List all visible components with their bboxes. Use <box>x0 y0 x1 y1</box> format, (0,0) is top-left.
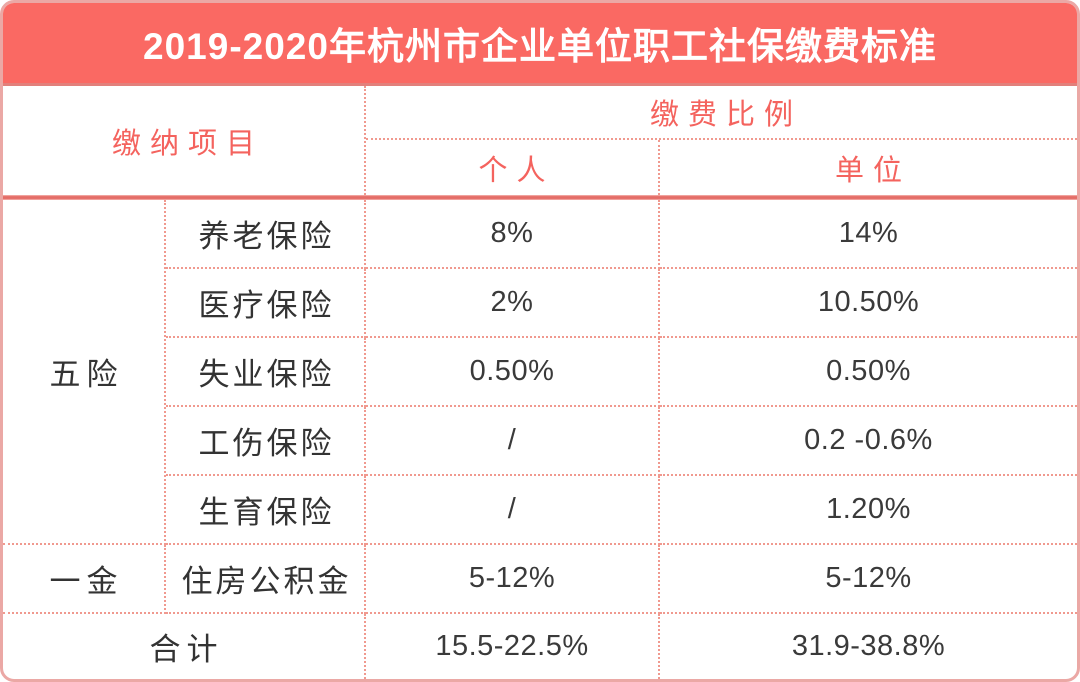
total-row-label: 合计 <box>3 614 366 679</box>
cell-unemployment-employer: 0.50% <box>660 338 1077 407</box>
cell-pension-name: 养老保险 <box>166 200 366 269</box>
cell-housing-fund-employer: 5-12% <box>660 545 1077 614</box>
cell-maternity-employer: 1.20% <box>660 476 1077 545</box>
column-header-personal: 个人 <box>366 140 660 195</box>
group-label-one-fund: 一金 <box>3 545 166 614</box>
cell-injury-employer: 0.2 -0.6% <box>660 407 1077 476</box>
cell-total-personal: 15.5-22.5% <box>366 614 660 679</box>
cell-medical-personal: 2% <box>366 269 660 338</box>
cell-pension-personal: 8% <box>366 200 660 269</box>
cell-injury-personal: / <box>366 407 660 476</box>
cell-medical-name: 医疗保险 <box>166 269 366 338</box>
page-title: 2019-2020年杭州市企业单位职工社保缴费标准 <box>143 26 937 67</box>
cell-medical-employer: 10.50% <box>660 269 1077 338</box>
cell-housing-fund-personal: 5-12% <box>366 545 660 614</box>
cell-maternity-personal: / <box>366 476 660 545</box>
column-header-payment-item: 缴纳项目 <box>3 86 366 195</box>
cell-unemployment-personal: 0.50% <box>366 338 660 407</box>
cell-unemployment-name: 失业保险 <box>166 338 366 407</box>
cell-maternity-name: 生育保险 <box>166 476 366 545</box>
cell-injury-name: 工伤保险 <box>166 407 366 476</box>
title-bar: 2019-2020年杭州市企业单位职工社保缴费标准 <box>3 3 1077 86</box>
header-body-divider <box>3 195 1077 200</box>
column-header-payment-ratio: 缴费比例 <box>366 86 1077 140</box>
column-header-employer: 单位 <box>834 154 911 187</box>
fee-table: 缴纳项目 缴费比例 个人 单位 五险 养老保险 8% 14% 医疗保险 2% 1… <box>3 86 1077 679</box>
cell-housing-fund-name: 住房公积金 <box>166 545 366 614</box>
cell-total-employer: 31.9-38.8% <box>791 630 946 662</box>
cell-pension-employer: 14% <box>660 200 1077 269</box>
group-label-five-insurances: 五险 <box>3 200 166 545</box>
